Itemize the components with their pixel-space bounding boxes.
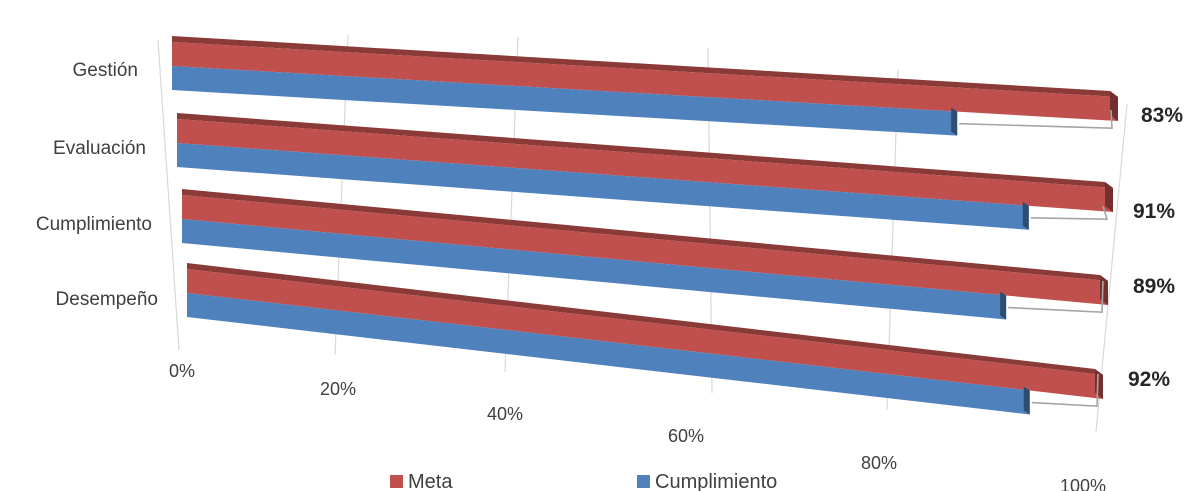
- x-tick-label: 80%: [861, 453, 897, 473]
- legend: Meta Cumplimiento: [390, 471, 777, 491]
- cumplimiento-bar: [177, 143, 1029, 230]
- meta-bar-top: [172, 36, 1118, 97]
- data-label: 89%: [1133, 275, 1175, 298]
- legend-swatch: [390, 475, 403, 488]
- meta-bar-top: [187, 263, 1103, 375]
- bars: [172, 36, 1118, 415]
- x-tick-label: 0%: [169, 361, 195, 381]
- category-label: Cumplimiento: [36, 214, 152, 235]
- data-label-leader: [1008, 280, 1104, 314]
- x-tick-label: 100%: [1060, 476, 1106, 491]
- data-label: 92%: [1128, 368, 1170, 391]
- meta-bar-end: [1105, 182, 1113, 212]
- cumplimiento-bar-end: [1023, 386, 1030, 415]
- x-tick-label: 20%: [320, 379, 356, 399]
- category-label: Evaluación: [53, 138, 146, 159]
- cumplimiento-bar: [182, 219, 1007, 320]
- meta-bar-top: [182, 189, 1108, 281]
- data-label: 91%: [1133, 200, 1175, 223]
- x-tick-label: 40%: [487, 404, 523, 424]
- meta-bar: [172, 42, 1118, 121]
- legend-label: Cumplimiento: [655, 471, 777, 491]
- x-tick-label: 60%: [668, 426, 704, 446]
- labels: 0% 20% 40% 60% 80% 100% 83% Gestión 91% Evaluació…: [36, 60, 1184, 491]
- category-label: Desempeño: [56, 289, 158, 310]
- meta-bar: [187, 269, 1103, 399]
- cumplimiento-bar-end: [1000, 291, 1007, 320]
- meta-bar-end: [1110, 91, 1118, 121]
- meta-bar: [177, 119, 1113, 212]
- data-label-leader: [1031, 373, 1099, 408]
- legend-swatch: [637, 475, 650, 488]
- data-label-leader: [959, 109, 1113, 130]
- cumplimiento-bar-end: [951, 107, 958, 136]
- legend-label: Meta: [408, 471, 453, 491]
- meta-bar-top: [177, 113, 1113, 188]
- data-label: 83%: [1141, 104, 1183, 127]
- cumplimiento-bar: [187, 293, 1030, 415]
- category-label: Gestión: [73, 60, 138, 81]
- cumplimiento-bar: [172, 66, 958, 136]
- meta-bar: [182, 195, 1108, 305]
- cumplimiento-bar-end: [1022, 201, 1029, 230]
- gridline: [157, 39, 180, 351]
- data-label-leader: [1030, 205, 1109, 221]
